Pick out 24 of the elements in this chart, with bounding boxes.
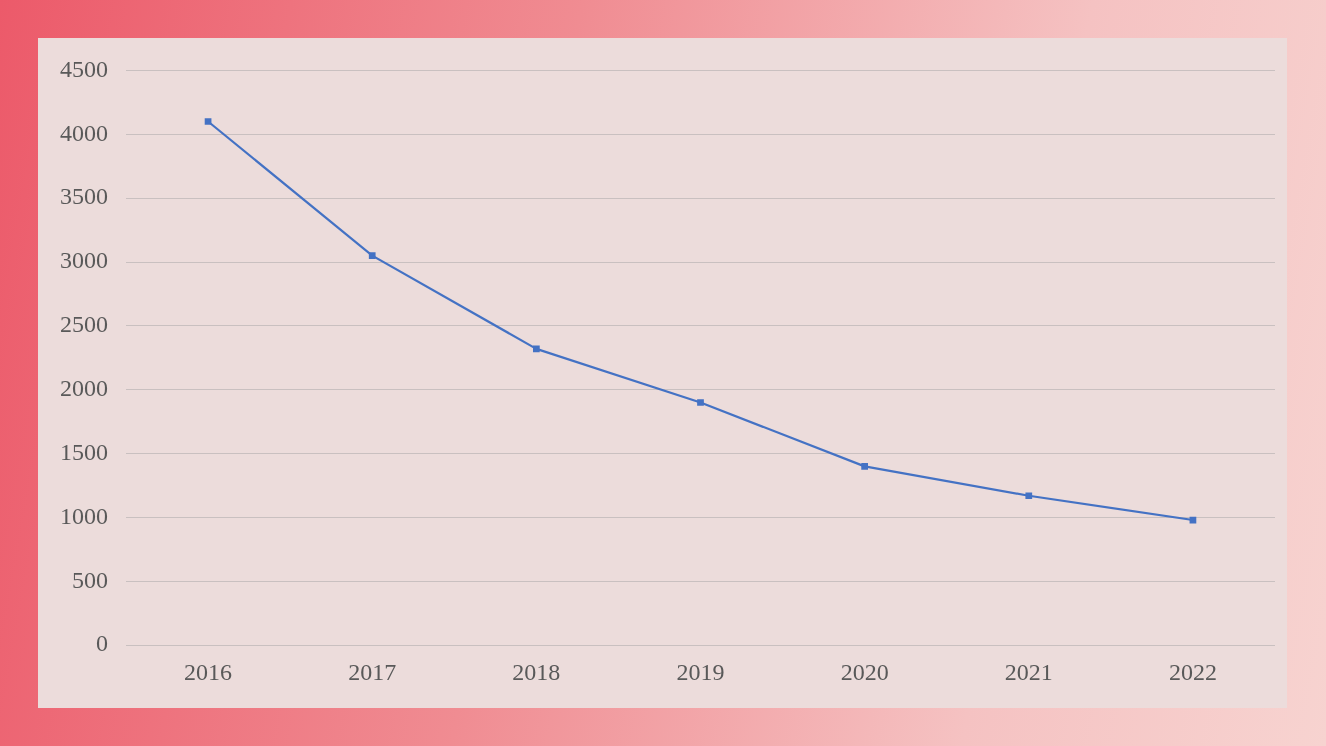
point: [204, 118, 212, 125]
point: [861, 463, 869, 470]
y-tick-label: 500: [72, 566, 108, 593]
x-tick-label: 2018: [512, 658, 561, 685]
x-tick-label: 2019: [676, 658, 725, 685]
point: [368, 252, 376, 259]
point: [532, 345, 540, 353]
y-tick-label: 4500: [60, 55, 108, 82]
point: [1025, 492, 1033, 500]
x-tick-label: 2021: [1004, 658, 1053, 685]
point: [697, 399, 704, 406]
x-tick-label: 2022: [1168, 658, 1217, 685]
x-tick-label: 2016: [184, 658, 233, 685]
x-tick-label: 2017: [348, 658, 397, 685]
y-tick-label: 2000: [60, 375, 108, 402]
y-tick-label: 1500: [60, 438, 108, 465]
x-tick-label: 2020: [840, 658, 889, 685]
y-tick-label: 4000: [60, 119, 108, 146]
y-tick-label: 0: [96, 630, 108, 657]
y-tick-label: 2500: [60, 311, 108, 338]
point: [1189, 516, 1197, 524]
y-tick-label: 3000: [60, 247, 108, 274]
y-tick-label: 1000: [60, 502, 108, 529]
y-tick-label: 3500: [60, 183, 108, 210]
